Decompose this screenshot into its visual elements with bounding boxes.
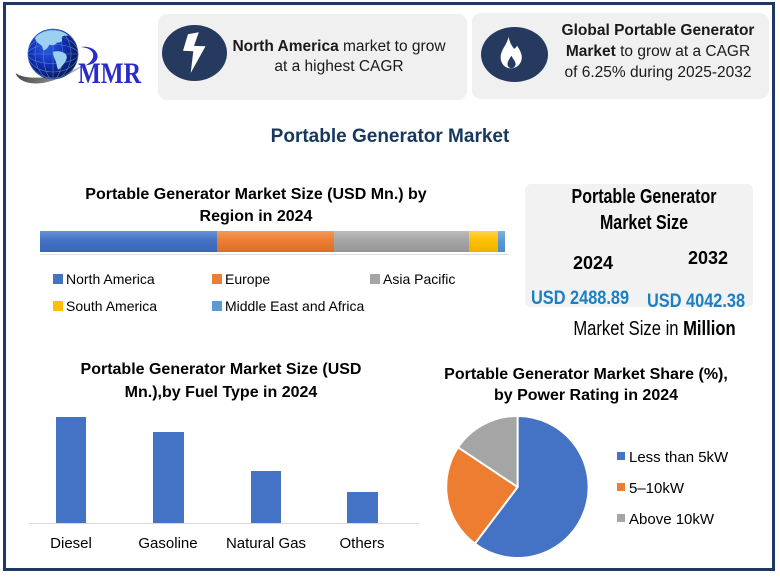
- svg-text:MMR: MMR: [78, 57, 141, 90]
